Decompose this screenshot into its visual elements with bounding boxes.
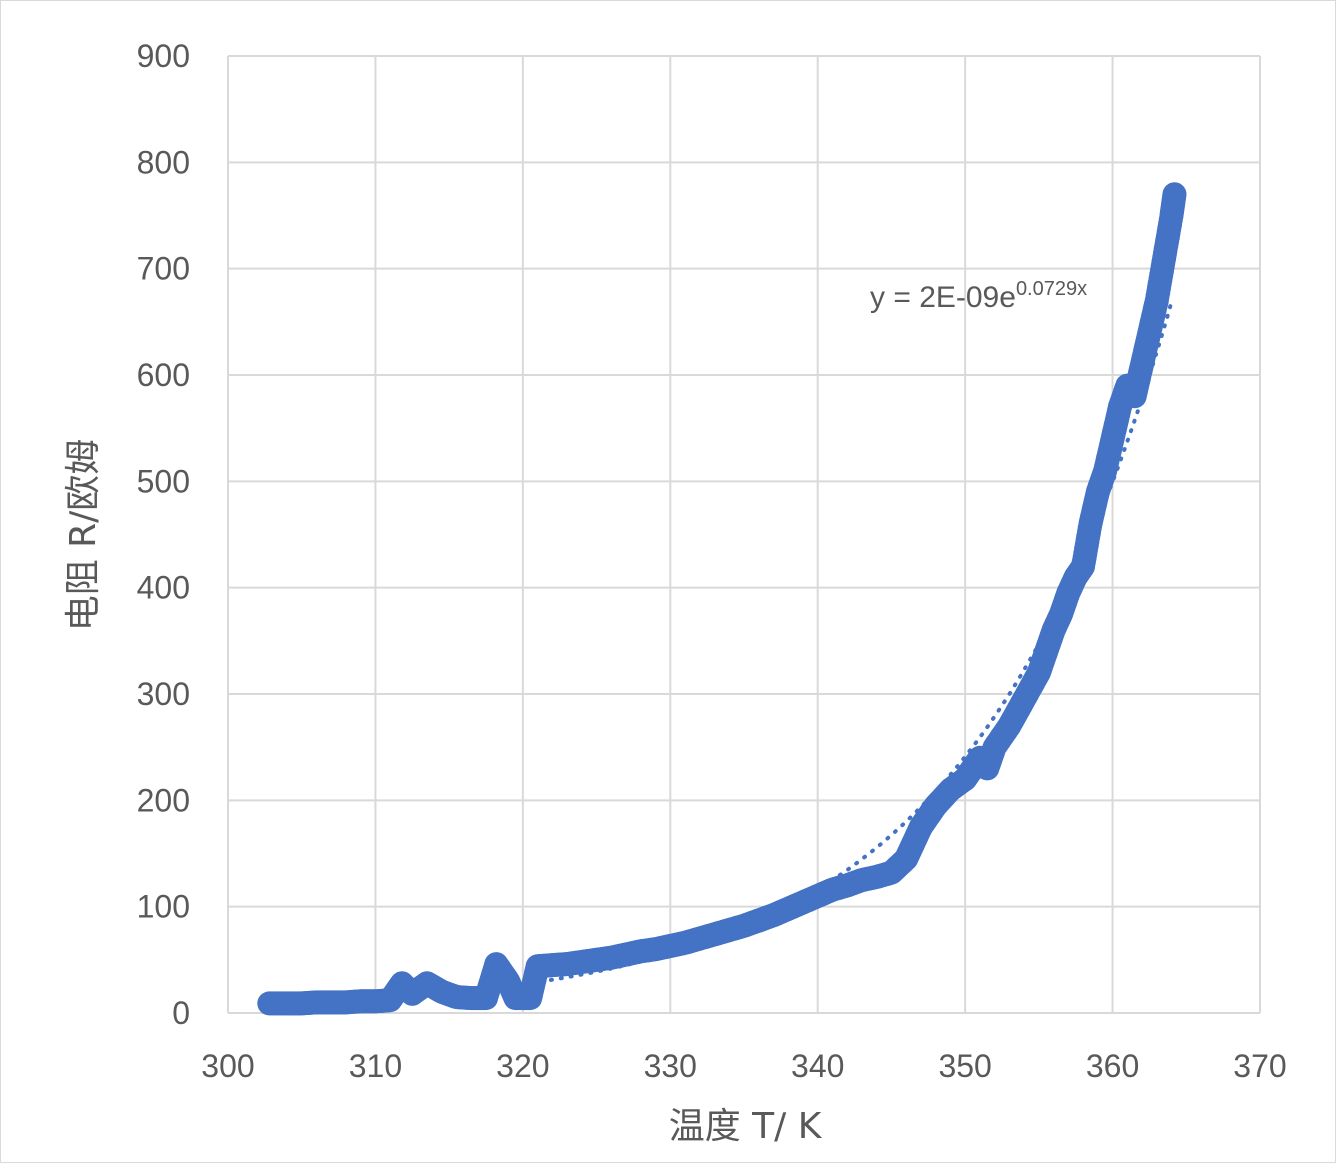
x-tick-label: 310 bbox=[349, 1048, 402, 1084]
x-tick-label: 320 bbox=[496, 1048, 549, 1084]
x-tick-label: 360 bbox=[1086, 1048, 1139, 1084]
y-tick-label: 300 bbox=[137, 676, 190, 712]
y-axis-title: 电阻 R/欧姆 bbox=[63, 439, 104, 632]
data-points bbox=[257, 182, 1187, 1016]
y-tick-label: 500 bbox=[137, 463, 190, 499]
y-tick-label: 0 bbox=[172, 995, 190, 1031]
x-tick-label: 300 bbox=[201, 1048, 254, 1084]
y-tick-label: 900 bbox=[137, 38, 190, 74]
y-tick-label: 400 bbox=[137, 570, 190, 606]
trendline-equation-exponent: 0.0729x bbox=[1016, 278, 1087, 300]
trendline-equation-base: y = 2E-09e bbox=[870, 281, 1016, 314]
data-point bbox=[1162, 182, 1187, 207]
y-tick-label: 100 bbox=[137, 889, 190, 925]
x-tick-label: 330 bbox=[644, 1048, 697, 1084]
gridlines bbox=[227, 55, 1261, 1014]
x-tick-label: 350 bbox=[938, 1048, 991, 1084]
x-tick-label: 370 bbox=[1233, 1048, 1286, 1084]
x-axis-ticks: 300 310 320 330 340 350 360 370 bbox=[201, 1048, 1286, 1084]
y-tick-label: 700 bbox=[137, 251, 190, 287]
y-tick-label: 800 bbox=[137, 144, 190, 180]
y-axis-ticks: 0 100 200 300 400 500 600 700 800 900 bbox=[137, 38, 190, 1031]
trendline-equation: y = 2E-09e0.0729x bbox=[870, 278, 1087, 314]
x-tick-label: 340 bbox=[791, 1048, 844, 1084]
x-axis-title: 温度 T/ K bbox=[669, 1106, 823, 1147]
y-tick-label: 600 bbox=[137, 357, 190, 393]
y-tick-label: 200 bbox=[137, 782, 190, 818]
